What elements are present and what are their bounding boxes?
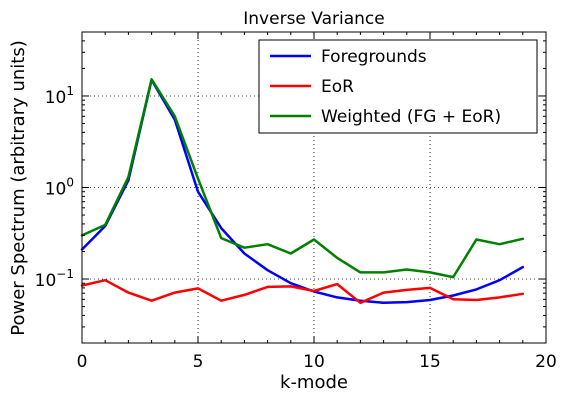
x-tick-label: 15 (419, 352, 441, 372)
legend-label: Foregrounds (321, 47, 427, 67)
legend: Foregrounds EoR Weighted (FG + EoR) (258, 39, 538, 134)
series-layer (80, 78, 525, 305)
legend-label: EoR (321, 77, 354, 97)
y-tick-label: 10−1 (35, 267, 74, 291)
chart-title: Inverse Variance (243, 9, 384, 29)
x-tick-label: 0 (77, 352, 88, 372)
x-tick-label: 10 (303, 352, 325, 372)
x-axis-label: k-mode (280, 372, 348, 393)
series-line (80, 78, 525, 279)
x-tick-label: 20 (535, 352, 557, 372)
tick-labels: 0 5 10 15 20 10−1 100 101 (35, 84, 557, 372)
legend-label: Weighted (FG + EoR) (321, 107, 501, 127)
y-tick-label: 100 (45, 176, 74, 200)
y-tick-label: 101 (45, 84, 74, 108)
y-axis-label: Power Spectrum (arbitrary units) (8, 40, 29, 336)
x-tick-label: 5 (193, 352, 204, 372)
series-line (80, 278, 525, 305)
ticks (81, 32, 547, 343)
